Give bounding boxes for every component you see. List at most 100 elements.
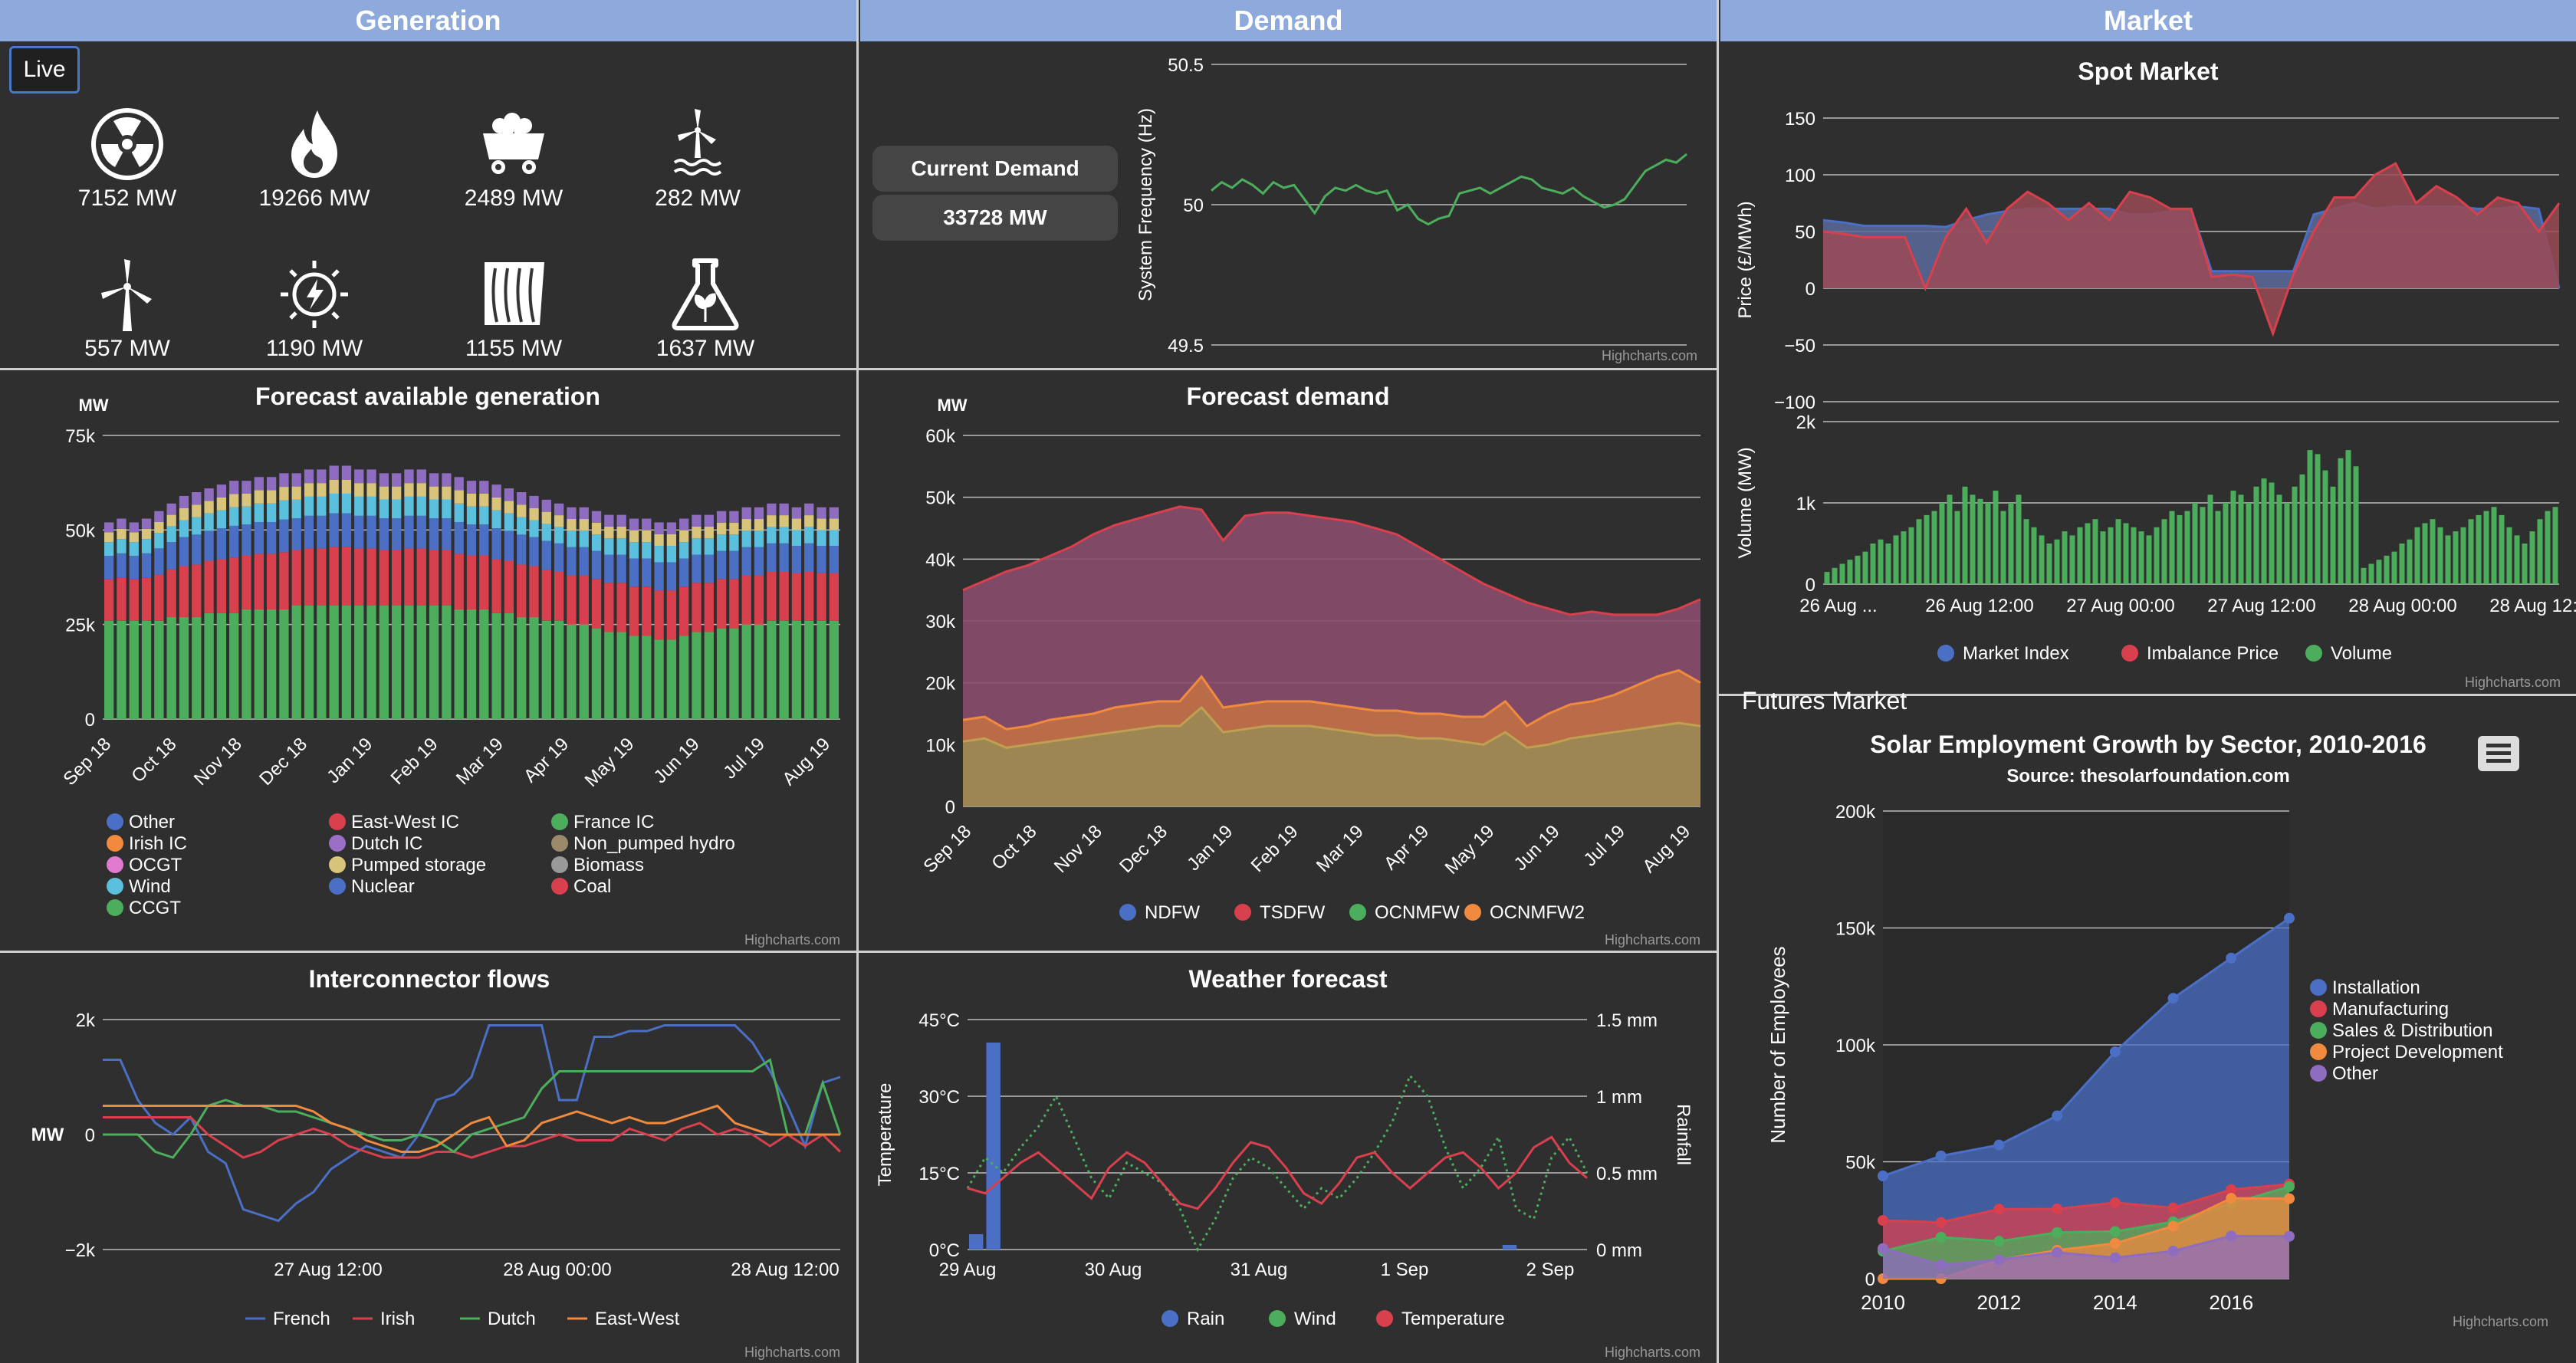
generation-bar-segment xyxy=(779,503,789,516)
x-tick-label: Jun 19 xyxy=(650,734,704,787)
generation-bar-segment xyxy=(741,624,751,719)
legend-label: Irish IC xyxy=(129,833,187,854)
generation-bar-segment xyxy=(779,571,789,621)
volume-bar xyxy=(2453,531,2459,584)
generation-bar-segment xyxy=(654,546,664,563)
generation-bar-segment xyxy=(117,577,127,621)
x-tick-label: May 19 xyxy=(581,734,639,791)
generation-bar-segment xyxy=(791,507,802,519)
coal-cart-icon xyxy=(483,113,544,174)
y-tick-label: 50k xyxy=(65,521,96,541)
generation-bar-segment xyxy=(266,477,277,491)
forecast-generation-chart: Forecast available generation MW 75k 50k 25k… xyxy=(59,383,840,948)
volume-bar xyxy=(2138,531,2144,584)
generation-bar-segment xyxy=(666,546,677,563)
gen-value: 19266 MW xyxy=(258,186,370,211)
solar-point xyxy=(2052,1110,2063,1122)
generation-bar-segment xyxy=(604,526,614,539)
generation-bar-segment xyxy=(266,553,277,609)
solar-point xyxy=(2226,1193,2237,1204)
wind-turbine-icon xyxy=(101,259,152,331)
generation-bar-segment xyxy=(317,606,327,719)
generation-bar-segment xyxy=(541,570,551,621)
generation-bar-segment xyxy=(554,543,564,572)
generation-bar-segment xyxy=(179,566,189,617)
volume-bar xyxy=(1916,519,1922,584)
generation-bar-segment xyxy=(179,616,189,719)
volume-bar xyxy=(1824,572,1830,584)
generation-bar-segment xyxy=(491,510,501,529)
y-tick-label: −100 xyxy=(1774,392,1815,413)
generation-bar-segment xyxy=(567,530,577,547)
volume-bar xyxy=(2514,535,2520,584)
flow-line-french xyxy=(103,1024,841,1223)
generation-bar-segment xyxy=(117,620,127,719)
x-tick-label: Feb 19 xyxy=(1247,821,1303,876)
generation-bar-segment xyxy=(341,479,352,494)
volume-bar xyxy=(2437,527,2443,584)
legend-label: French xyxy=(273,1309,330,1329)
y-axis-title: Temperature xyxy=(875,1083,895,1187)
generation-bar-segment xyxy=(254,503,264,522)
generation-bar-segment xyxy=(392,499,402,519)
solar-icon xyxy=(281,261,348,328)
volume-bar xyxy=(2476,514,2482,584)
generation-bar-segment xyxy=(204,513,214,531)
volume-bar xyxy=(2483,511,2489,584)
volume-bar xyxy=(2338,458,2344,584)
volume-bar xyxy=(2031,527,2037,584)
y-axis-title: MW xyxy=(78,396,108,415)
legend-label: Volume xyxy=(2331,643,2392,664)
generation-bar-segment xyxy=(729,579,739,629)
y-tick-label: 25k xyxy=(65,616,96,636)
generation-bar-segment xyxy=(204,530,214,561)
generation-bar-segment xyxy=(791,530,802,547)
generation-bar-segment xyxy=(229,494,239,507)
gen-tile-biomass: 1637 MW xyxy=(629,258,782,362)
y-tick-label: 75k xyxy=(65,426,96,447)
legend-label: Nuclear xyxy=(351,876,415,897)
volume-bar xyxy=(2069,535,2075,584)
legend-label: CCGT xyxy=(129,898,181,918)
generation-bar-segment xyxy=(491,528,501,560)
generation-bar-segment xyxy=(117,518,127,529)
gen-value: 1190 MW xyxy=(265,336,363,361)
generation-bar-segment xyxy=(354,606,364,719)
x-tick-label: Aug 19 xyxy=(1638,821,1694,877)
generation-bar-segment xyxy=(579,530,589,547)
generation-bar-segment xyxy=(729,522,739,535)
generation-bar-segment xyxy=(329,479,339,494)
volume-bar xyxy=(2161,519,2167,584)
generation-bar-segment xyxy=(791,573,802,621)
legend-label: OCGT xyxy=(129,855,182,875)
solar-point xyxy=(2109,1197,2121,1208)
generation-bar-segment xyxy=(254,553,264,609)
wind-line xyxy=(966,1073,1589,1253)
generation-bar-segment xyxy=(341,493,352,514)
legend-label: Irish xyxy=(380,1309,415,1329)
volume-bar xyxy=(1908,527,1914,584)
volume-bar xyxy=(2131,527,2137,584)
generation-bar-segment xyxy=(104,579,114,621)
legend-symbol xyxy=(107,856,123,873)
generation-bar-segment xyxy=(179,537,189,567)
generation-bar-segment xyxy=(266,503,277,522)
x-tick-label: 2 Sep xyxy=(1526,1260,1575,1280)
chart-title: Spot Market xyxy=(2078,57,2218,85)
gen-tile-solar: 1190 MW xyxy=(238,258,391,362)
x-tick-label: Jun 19 xyxy=(1510,821,1564,875)
legend-symbol xyxy=(2310,1043,2327,1060)
chart-menu-button[interactable] xyxy=(2478,736,2519,771)
generation-bar-segment xyxy=(179,495,189,508)
generation-bar-segment xyxy=(629,518,639,530)
generation-bar-segment xyxy=(216,559,227,613)
volume-bar xyxy=(2430,519,2436,584)
y-tick-label: 10k xyxy=(925,735,956,756)
generation-bar-segment xyxy=(216,510,227,529)
legend-label: Dutch IC xyxy=(351,833,422,854)
live-button[interactable]: Live xyxy=(9,46,80,94)
generation-bar-segment xyxy=(754,575,764,625)
volume-bar xyxy=(2299,474,2305,584)
y-tick-label: 0 xyxy=(945,797,955,818)
generation-bar-segment xyxy=(129,542,139,557)
